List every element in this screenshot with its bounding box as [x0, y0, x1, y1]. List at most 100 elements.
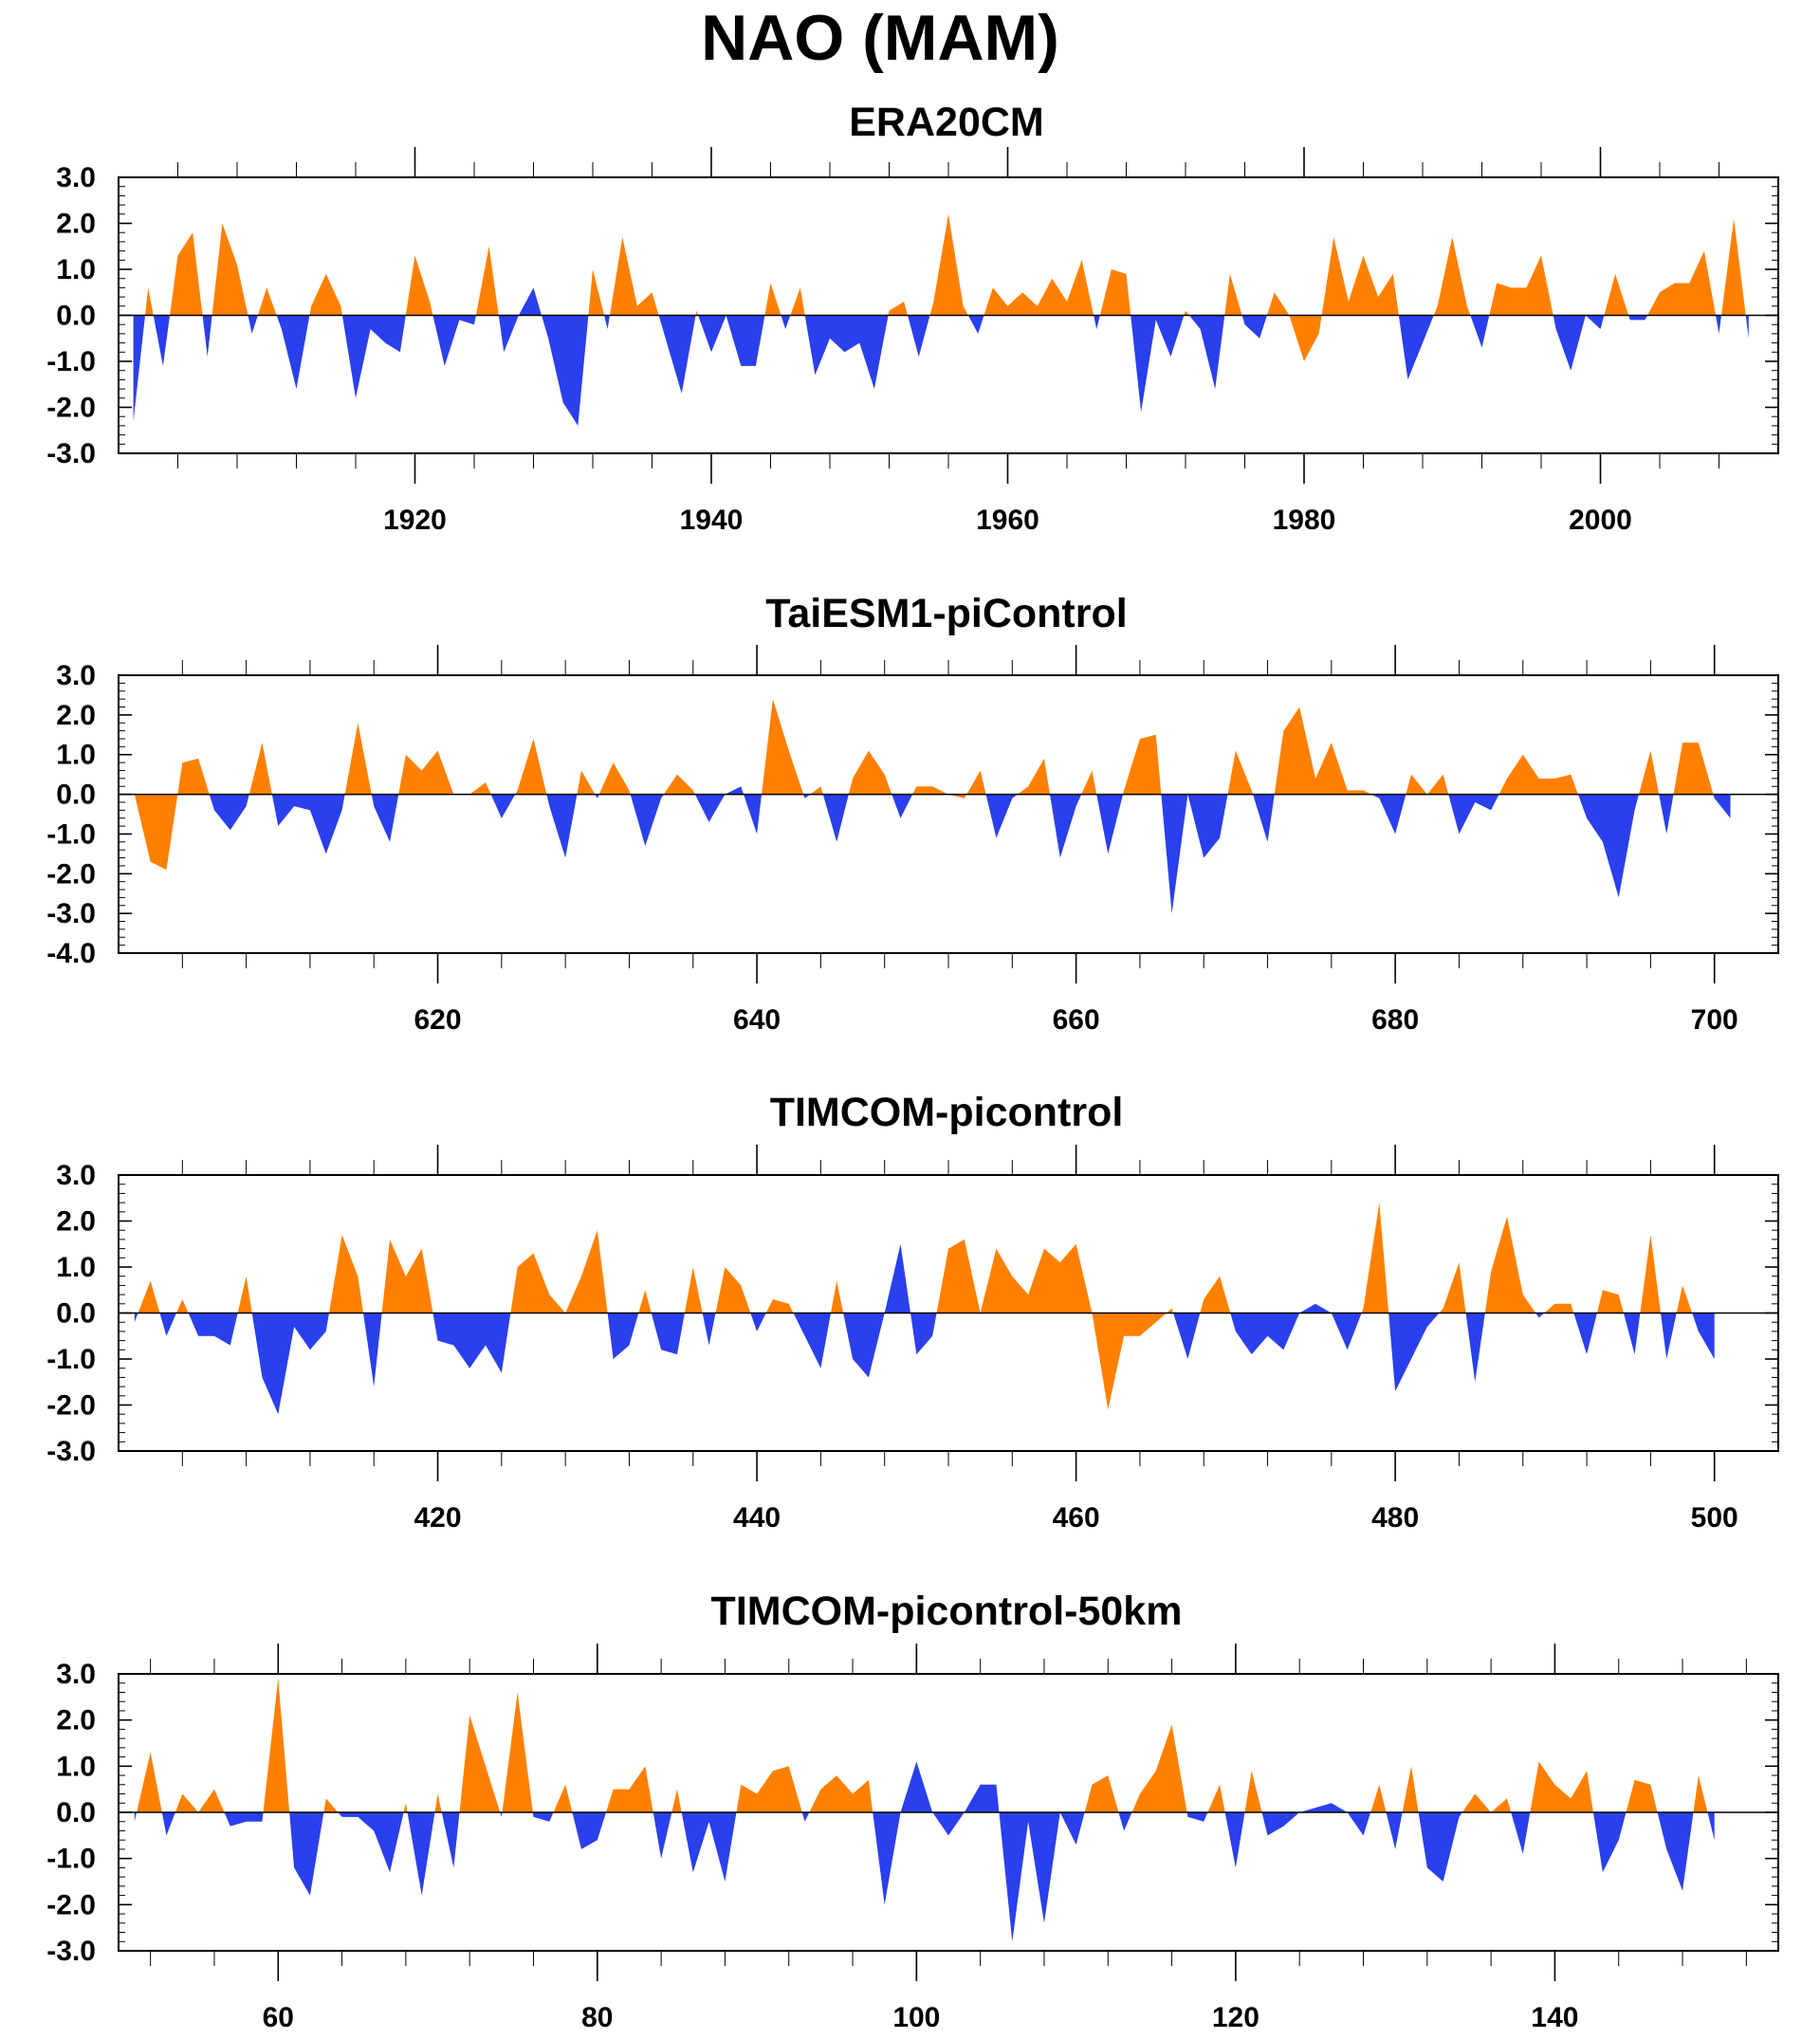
negative-anomaly-area: [822, 794, 849, 842]
y-tick-label: -2.0: [46, 858, 96, 890]
positive-anomaly-area: [137, 1752, 162, 1812]
x-tick-label: 640: [733, 1004, 781, 1036]
positive-anomaly-area: [1370, 1784, 1387, 1812]
positive-anomaly-area: [328, 1235, 364, 1313]
positive-anomaly-area: [381, 1239, 433, 1313]
positive-anomaly-area: [323, 1798, 339, 1812]
positive-anomaly-area: [588, 269, 605, 316]
x-tick-label: 1940: [680, 505, 744, 536]
y-tick-label: -1.0: [46, 346, 96, 377]
positive-anomaly-area: [1361, 1203, 1389, 1313]
positive-anomaly-area: [1676, 1285, 1693, 1313]
y-tick-label: -2.0: [46, 393, 96, 424]
negative-anomaly-area: [630, 794, 664, 846]
negative-anomaly-area: [744, 794, 763, 835]
x-tick-label: 440: [733, 1502, 781, 1534]
positive-anomaly-area: [1123, 734, 1162, 795]
negative-anomaly-area: [532, 1812, 554, 1822]
positive-anomaly-area: [736, 1766, 802, 1812]
negative-anomaly-area: [1659, 794, 1674, 835]
negative-anomaly-area: [801, 1812, 810, 1822]
negative-anomaly-area: [1713, 794, 1731, 818]
negative-anomaly-area: [1470, 315, 1490, 348]
negative-anomaly-area: [251, 1313, 329, 1415]
negative-anomaly-area: [1230, 1303, 1362, 1355]
y-tick-label: 0.0: [56, 780, 96, 811]
negative-anomaly-area: [658, 315, 696, 394]
negative-anomaly-area: [161, 1812, 175, 1836]
positive-anomaly-area: [1646, 250, 1717, 316]
y-tick-label: -3.0: [46, 1936, 96, 1967]
negative-anomaly-area: [1094, 315, 1100, 330]
negative-anomaly-area: [133, 315, 146, 422]
y-tick-label: 1.0: [56, 1751, 96, 1782]
positive-anomaly-area: [1184, 310, 1189, 316]
positive-anomaly-area: [912, 786, 967, 799]
negative-anomaly-area: [1050, 794, 1082, 858]
negative-anomaly-area: [341, 315, 406, 398]
positive-anomaly-area: [1274, 707, 1371, 795]
negative-anomaly-area: [224, 1812, 264, 1827]
positive-anomaly-area: [211, 223, 248, 316]
positive-anomaly-area: [248, 743, 272, 795]
positive-anomaly-area: [684, 1267, 703, 1313]
negative-anomaly-area: [546, 794, 578, 858]
negative-anomaly-area: [159, 1313, 176, 1336]
positive-anomaly-area: [1017, 758, 1051, 795]
positive-anomaly-area: [810, 786, 823, 795]
panel-title-timcom-picontrol-50km: TIMCOM-picontrol-50km: [711, 1589, 1183, 1634]
negative-anomaly-area: [441, 1812, 460, 1868]
positive-anomaly-area: [695, 310, 699, 316]
negative-anomaly-area: [892, 794, 913, 818]
positive-anomaly-area: [1498, 754, 1578, 795]
negative-anomaly-area: [1573, 1313, 1597, 1355]
negative-anomaly-area: [1241, 315, 1267, 339]
negative-anomaly-area: [153, 315, 171, 366]
positive-anomaly-area: [764, 283, 781, 316]
positive-anomaly-area: [715, 1267, 751, 1313]
x-tick-label: 120: [1212, 2002, 1259, 2033]
negative-anomaly-area: [1448, 794, 1499, 835]
positive-anomaly-area: [765, 1298, 794, 1313]
positive-anomaly-area: [237, 1276, 252, 1313]
y-tick-label: 1.0: [56, 254, 96, 285]
positive-anomaly-area: [1266, 292, 1322, 361]
y-tick-label: -3.0: [46, 438, 96, 469]
negative-anomaly-area: [804, 315, 889, 390]
y-tick-label: -3.0: [46, 1436, 96, 1467]
x-tick-label: 700: [1691, 1004, 1738, 1036]
negative-anomaly-area: [910, 1313, 937, 1355]
positive-anomaly-area: [1244, 1771, 1262, 1812]
x-tick-label: 500: [1691, 1502, 1738, 1534]
negative-anomaly-area: [1577, 794, 1640, 898]
positive-anomaly-area: [1402, 1766, 1419, 1812]
negative-anomaly-area: [1161, 794, 1228, 914]
y-tick-label: 3.0: [56, 1659, 96, 1690]
positive-anomaly-area: [1207, 1784, 1225, 1812]
negative-anomaly-area: [1131, 315, 1185, 413]
negative-anomaly-area: [985, 794, 1018, 838]
positive-anomaly-area: [936, 1239, 1167, 1410]
panel-title-timcom-picontrol: TIMCOM-picontrol: [770, 1090, 1124, 1135]
negative-anomaly-area: [407, 1812, 435, 1896]
positive-anomaly-area: [344, 723, 372, 795]
panel-timcom-picontrol: TIMCOM-picontrol 3.0 2.0 1.0 0.0 -1.0 -2.0 -3.…: [46, 1090, 1779, 1534]
x-tick-label: 460: [1053, 1502, 1100, 1534]
positive-anomaly-area: [1439, 1262, 1466, 1313]
plot-area-timcom-picontrol: 3.0 2.0 1.0 0.0 -1.0 -2.0 -3.0 420 440 460 480 500: [46, 1145, 1779, 1534]
panel-era20cm: ERA20CM 3.0 2.0 1.0 0.0 -1.0 -2.0 -3.0 1920 1940…: [46, 100, 1779, 536]
y-tick-label: 0.0: [56, 301, 96, 332]
x-tick-label: 420: [414, 1502, 462, 1534]
y-tick-label: -2.0: [46, 1889, 96, 1920]
positive-anomaly-area: [888, 301, 909, 316]
negative-anomaly-area: [248, 315, 258, 334]
negative-anomaly-area: [702, 1313, 716, 1346]
positive-anomaly-area: [1200, 1276, 1231, 1313]
positive-anomaly-area: [1596, 1290, 1624, 1313]
negative-anomaly-area: [873, 1761, 1000, 1905]
positive-anomaly-area: [1640, 1235, 1661, 1313]
positive-anomaly-area: [1639, 750, 1660, 795]
negative-anomaly-area: [490, 794, 516, 818]
positive-anomaly-area: [502, 1692, 533, 1812]
positive-anomaly-area: [134, 794, 178, 871]
